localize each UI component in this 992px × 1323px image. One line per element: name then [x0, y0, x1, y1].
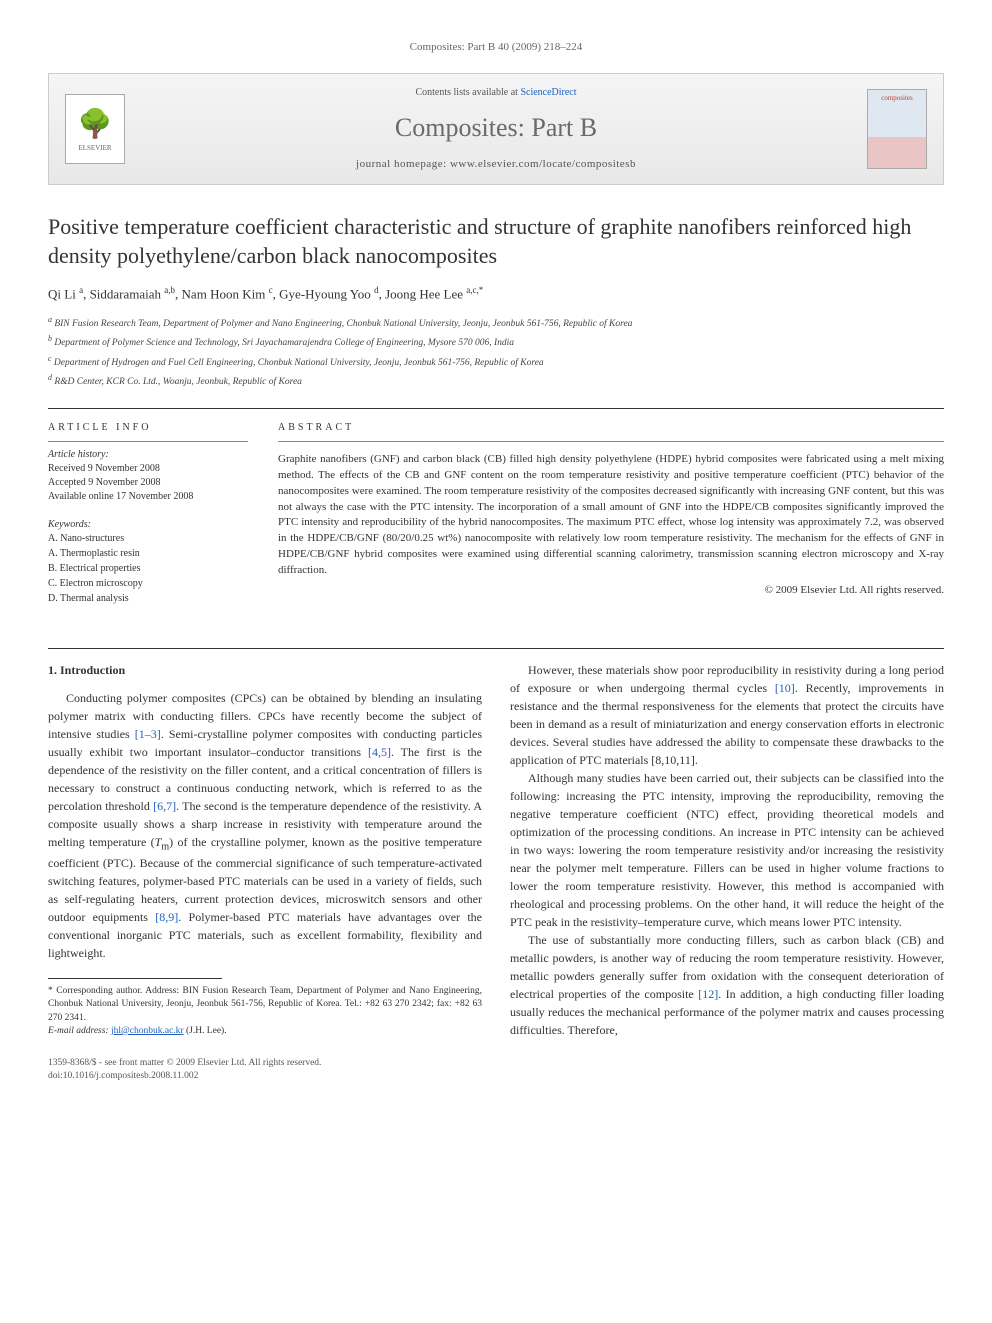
- contents-line: Contents lists available at ScienceDirec…: [141, 86, 851, 100]
- sciencedirect-link[interactable]: ScienceDirect: [520, 87, 576, 98]
- keyword: D. Thermal analysis: [48, 592, 248, 606]
- footer-issn: 1359-8368/$ - see front matter © 2009 El…: [48, 1057, 944, 1070]
- info-abstract-row: ARTICLE INFO Article history: Received 9…: [48, 421, 944, 620]
- header-citation: Composites: Part B 40 (2009) 218–224: [48, 40, 944, 55]
- divider: [48, 408, 944, 409]
- keyword: A. Nano-structures: [48, 532, 248, 546]
- keywords-block: Keywords: A. Nano-structuresA. Thermopla…: [48, 518, 248, 606]
- affiliation-line: d R&D Center, KCR Co. Ltd., Woanju, Jeon…: [48, 372, 944, 389]
- affiliation-line: c Department of Hydrogen and Fuel Cell E…: [48, 353, 944, 370]
- journal-cover-thumb: composites: [867, 89, 927, 169]
- footnote-corr: * Corresponding author. Address: BIN Fus…: [48, 985, 482, 1025]
- elsevier-tree-icon: 🌳: [78, 105, 113, 144]
- journal-banner: 🌳 ELSEVIER Contents lists available at S…: [48, 73, 944, 185]
- elsevier-logo: 🌳 ELSEVIER: [65, 94, 125, 164]
- abstract-head: ABSTRACT: [278, 421, 944, 435]
- section-1-head: 1. Introduction: [48, 661, 482, 679]
- keywords-label: Keywords:: [48, 519, 91, 530]
- article-info: ARTICLE INFO Article history: Received 9…: [48, 421, 248, 620]
- banner-center: Contents lists available at ScienceDirec…: [141, 86, 851, 172]
- footnote-email-who: (J.H. Lee).: [186, 1026, 227, 1036]
- paragraph-2: However, these materials show poor repro…: [510, 661, 944, 769]
- paragraph-4: The use of substantially more conducting…: [510, 931, 944, 1039]
- history-accepted: Accepted 9 November 2008: [48, 477, 160, 488]
- paragraph-1: Conducting polymer composites (CPCs) can…: [48, 689, 482, 962]
- footer-doi: doi:10.1016/j.compositesb.2008.11.002: [48, 1070, 944, 1083]
- footnote-separator: [48, 978, 222, 979]
- corresponding-author-footnote: * Corresponding author. Address: BIN Fus…: [48, 985, 482, 1038]
- affiliation-line: b Department of Polymer Science and Tech…: [48, 333, 944, 350]
- journal-homepage: journal homepage: www.elsevier.com/locat…: [141, 157, 851, 172]
- article-history: Article history: Received 9 November 200…: [48, 448, 248, 504]
- affiliations: a BIN Fusion Research Team, Department o…: [48, 314, 944, 390]
- article-title: Positive temperature coefficient charact…: [48, 213, 944, 270]
- journal-name: Composites: Part B: [141, 110, 851, 146]
- body-columns: 1. Introduction Conducting polymer compo…: [48, 661, 944, 1039]
- affiliation-line: a BIN Fusion Research Team, Department o…: [48, 314, 944, 331]
- divider: [48, 648, 944, 649]
- keyword: A. Thermoplastic resin: [48, 547, 248, 561]
- abstract-copyright: © 2009 Elsevier Ltd. All rights reserved…: [278, 583, 944, 598]
- abstract: ABSTRACT Graphite nanofibers (GNF) and c…: [278, 421, 944, 620]
- history-label: Article history:: [48, 449, 109, 460]
- paragraph-3: Although many studies have been carried …: [510, 769, 944, 931]
- page-footer: 1359-8368/$ - see front matter © 2009 El…: [48, 1057, 944, 1084]
- footnote-email-label: E-mail address:: [48, 1026, 109, 1036]
- history-received: Received 9 November 2008: [48, 463, 160, 474]
- elsevier-label: ELSEVIER: [78, 144, 111, 154]
- abstract-text: Graphite nanofibers (GNF) and carbon bla…: [278, 452, 944, 580]
- keyword: C. Electron microscopy: [48, 577, 248, 591]
- keyword: B. Electrical properties: [48, 562, 248, 576]
- history-online: Available online 17 November 2008: [48, 491, 193, 502]
- footnote-email-link[interactable]: jhl@chonbuk.ac.kr: [111, 1026, 184, 1036]
- author-list: Qi Li a, Siddaramaiah a,b, Nam Hoon Kim …: [48, 284, 944, 304]
- contents-prefix: Contents lists available at: [415, 87, 520, 98]
- article-info-head: ARTICLE INFO: [48, 421, 248, 435]
